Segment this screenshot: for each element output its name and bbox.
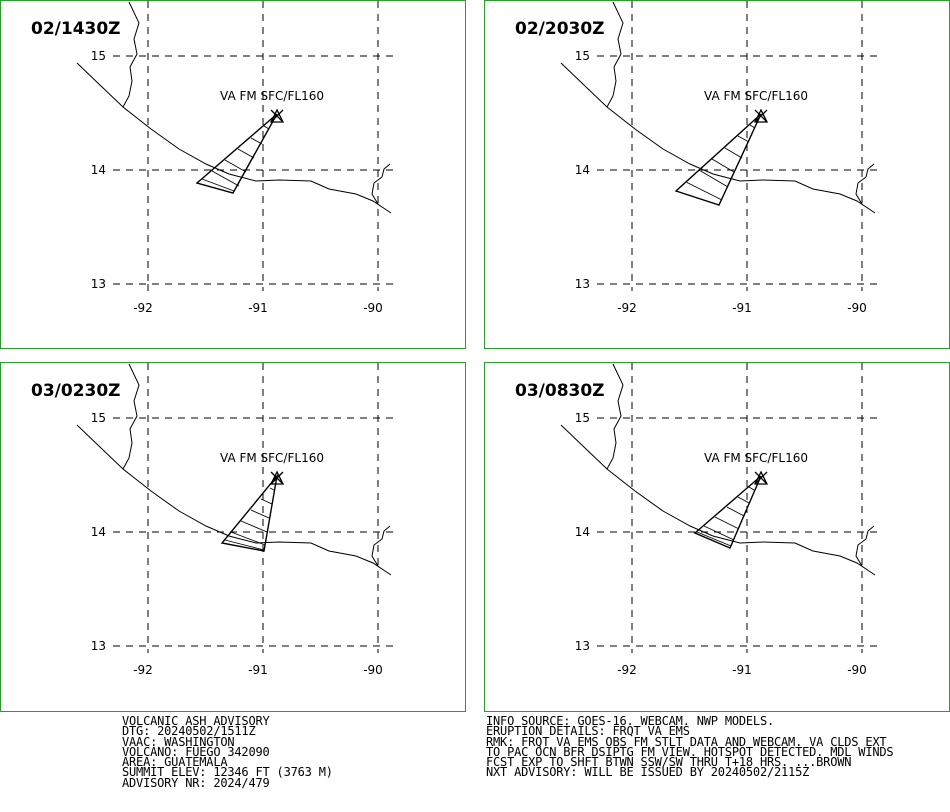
forecast-panel-1: 02/1430Z VA FM SFC/FL160 15 14 13 -92 -9… [0, 0, 466, 349]
advisory-remarks-line-1: RMK: FRQT VA EMS OBS FM STLT DATA AND WE… [486, 734, 887, 749]
forecast-time-1: 02/1430Z [31, 19, 121, 39]
advisory-eruption-details: ERUPTION DETAILS: FRQT VA EMS [486, 724, 690, 739]
lat-tick-14: 14 [90, 525, 106, 539]
lon-tick-92: -92 [617, 663, 637, 677]
coastline-3 [76, 363, 392, 576]
lat-tick-13: 13 [90, 639, 106, 653]
lat-tick-13: 13 [90, 277, 106, 291]
forecast-time-3: 03/0230Z [31, 381, 121, 401]
forecast-panel-2: 02/2030Z VA FM SFC/FL160 15 14 13 -92 -9… [484, 0, 950, 349]
map-canvas-2 [560, 1, 877, 291]
lon-tick-91: -91 [732, 663, 752, 677]
advisory-volcano: VOLCANO: FUEGO 342090 [122, 744, 270, 759]
advisory-remarks-line-3: FCST EXP TO SHFT BTWN SSW/SW THRU T+18 H… [486, 755, 852, 770]
advisory-title: VOLCANIC ASH ADVISORY [122, 714, 270, 728]
volcano-symbol-4 [753, 470, 769, 485]
advisory-details-block: INFO SOURCE: GOES-16. WEBCAM. NWP MODELS… [486, 714, 894, 780]
lon-tick-91: -91 [248, 301, 268, 315]
volcano-symbol-1 [269, 108, 285, 123]
lat-tick-14: 14 [90, 163, 106, 177]
ash-cloud-label-4: VA FM SFC/FL160 [704, 451, 808, 465]
volcano-symbol-3 [269, 470, 285, 485]
lon-tick-92: -92 [617, 301, 637, 315]
ash-hatch-4 [696, 486, 755, 547]
ash-hatch-3 [224, 487, 275, 551]
lat-tick-15: 15 [90, 49, 106, 63]
advisory-vaac: VAAC: WASHINGTON [122, 734, 235, 749]
forecast-panel-3: 03/0230Z VA FM SFC/FL160 15 14 13 -92 -9… [0, 362, 466, 712]
lon-tick-90: -90 [847, 663, 867, 677]
ash-cloud-label-2: VA FM SFC/FL160 [704, 89, 808, 103]
lon-tick-90: -90 [363, 663, 383, 677]
ash-cloud-1 [195, 113, 278, 194]
map-canvas-3 [76, 363, 393, 653]
volcano-symbol-2 [753, 108, 769, 123]
lon-tick-90: -90 [363, 301, 383, 315]
map-canvas-1 [76, 1, 393, 291]
map-canvas-4 [560, 363, 877, 653]
lat-tick-14: 14 [574, 163, 590, 177]
lat-tick-13: 13 [574, 639, 590, 653]
advisory-area: AREA: GUATEMALA [122, 755, 228, 770]
lon-tick-91: -91 [248, 663, 268, 677]
forecast-time-4: 03/0830Z [515, 381, 605, 401]
lat-tick-15: 15 [574, 411, 590, 425]
lat-tick-13: 13 [574, 277, 590, 291]
advisory-next-advisory: NXT ADVISORY: WILL BE ISSUED BY 20240502… [486, 765, 810, 780]
coastline-4 [560, 363, 876, 576]
lat-tick-14: 14 [574, 525, 590, 539]
forecast-panel-4: 03/0830Z VA FM SFC/FL160 15 14 13 -92 -9… [484, 362, 950, 712]
lon-tick-91: -91 [732, 301, 752, 315]
advisory-info-source: INFO SOURCE: GOES-16. WEBCAM. NWP MODELS… [486, 714, 775, 728]
advisory-summit-elev: SUMMIT ELEV: 12346 FT (3763 M) [122, 765, 333, 780]
forecast-time-2: 02/2030Z [515, 19, 605, 39]
ash-hatch-2 [685, 124, 756, 201]
ash-cloud-label-3: VA FM SFC/FL160 [220, 451, 324, 465]
advisory-dtg: DTG: 20240502/1511Z [122, 724, 256, 739]
coastline-2 [560, 1, 876, 214]
advisory-remarks-line-2: TO PAC OCN BFR DSIPTG FM VIEW. HOTSPOT D… [486, 744, 894, 759]
ash-hatch-1 [201, 125, 270, 192]
lat-tick-15: 15 [574, 49, 590, 63]
lon-tick-90: -90 [847, 301, 867, 315]
ash-cloud-label-1: VA FM SFC/FL160 [220, 89, 324, 103]
ash-cloud-3 [220, 473, 279, 552]
coastline-1 [76, 1, 392, 214]
lon-tick-92: -92 [133, 663, 153, 677]
advisory-number: ADVISORY NR: 2024/479 [122, 775, 270, 790]
lon-tick-92: -92 [133, 301, 153, 315]
ash-cloud-2 [674, 113, 762, 206]
lat-tick-15: 15 [90, 411, 106, 425]
ash-cloud-4 [693, 475, 762, 549]
advisory-header-block: VOLCANIC ASH ADVISORY DTG: 20240502/1511… [122, 714, 333, 790]
